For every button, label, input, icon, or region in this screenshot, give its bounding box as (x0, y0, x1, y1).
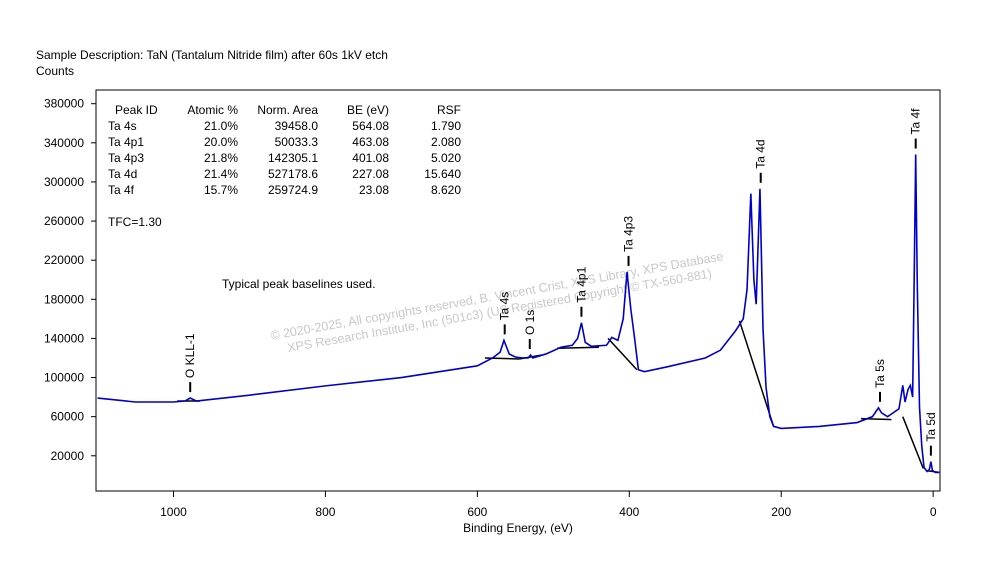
table-header: Peak ID (115, 103, 158, 117)
table-cell: 463.08 (352, 135, 389, 149)
x-tick-label: 200 (771, 505, 791, 519)
x-tick-label: 600 (467, 505, 487, 519)
y-tick-label: 260000 (44, 214, 84, 228)
spectrum-line (97, 154, 940, 474)
peak-label: Ta 5s (873, 359, 887, 388)
table-cell: 259724.9 (268, 183, 318, 197)
baseline (557, 346, 599, 349)
table-header: RSF (437, 103, 461, 117)
y-tick-label: 180000 (44, 292, 84, 306)
chart-title: Sample Description: TaN (Tantalum Nitrid… (36, 48, 388, 62)
table-cell: 20.0% (204, 135, 238, 149)
table-header: Atomic % (187, 103, 238, 117)
y-tick-label: 60000 (51, 410, 85, 424)
peak-label: O KLL-1 (183, 333, 197, 378)
table-cell: 8.620 (431, 183, 461, 197)
table-cell: 527178.6 (268, 167, 318, 181)
table-cell: Ta 4p3 (108, 151, 144, 165)
peak-label: Ta 4f (909, 108, 923, 135)
table-cell: 23.08 (359, 183, 389, 197)
peak-label: Ta 4d (754, 139, 768, 168)
peak-label: Ta 5d (924, 412, 938, 441)
y-tick-label: 140000 (44, 331, 84, 345)
x-tick-label: 1000 (160, 505, 187, 519)
table-cell: 227.08 (352, 167, 389, 181)
table-cell: 1.790 (431, 119, 461, 133)
x-axis-label: Binding Energy, (eV) (463, 521, 573, 535)
table-cell: 564.08 (352, 119, 389, 133)
peak-label: O 1s (523, 310, 537, 335)
y-axis-label: Counts (36, 64, 74, 78)
y-tick-label: 20000 (51, 449, 85, 463)
table-cell: 21.8% (204, 151, 238, 165)
table-cell: 21.0% (204, 119, 238, 133)
table-cell: Ta 4d (108, 167, 137, 181)
x-tick-label: 800 (315, 505, 335, 519)
baseline (902, 416, 924, 469)
baseline (738, 320, 775, 427)
y-tick-label: 100000 (44, 371, 84, 385)
peak-label: Ta 4p1 (574, 266, 588, 302)
plot-frame (95, 89, 941, 492)
peak-label: Ta 4s (498, 292, 512, 321)
table-header: Norm. Area (257, 103, 318, 117)
y-tick-label: 340000 (44, 136, 84, 150)
table-cell: 142305.1 (268, 151, 318, 165)
tfc: TFC=1.30 (108, 215, 162, 229)
table-cell: 39458.0 (275, 119, 319, 133)
peak-label: Ta 4p3 (622, 216, 636, 252)
table-cell: 5.020 (431, 151, 461, 165)
x-tick-label: 400 (619, 505, 639, 519)
y-tick-label: 300000 (44, 175, 84, 189)
note: Typical peak baselines used. (222, 277, 375, 291)
table-cell: Ta 4p1 (108, 135, 144, 149)
table-cell: 21.4% (204, 167, 238, 181)
x-tick-label: 0 (930, 505, 937, 519)
baseline (607, 337, 638, 371)
table-cell: 50033.3 (275, 135, 319, 149)
table-header: BE (eV) (347, 103, 389, 117)
y-tick-label: 220000 (44, 253, 84, 267)
table-cell: 2.080 (431, 135, 461, 149)
table-cell: 401.08 (352, 151, 389, 165)
table-cell: Ta 4f (108, 183, 135, 197)
table-cell: 15.640 (424, 167, 461, 181)
table-cell: Ta 4s (108, 119, 137, 133)
y-tick-label: 380000 (44, 97, 84, 111)
table-cell: 15.7% (204, 183, 238, 197)
